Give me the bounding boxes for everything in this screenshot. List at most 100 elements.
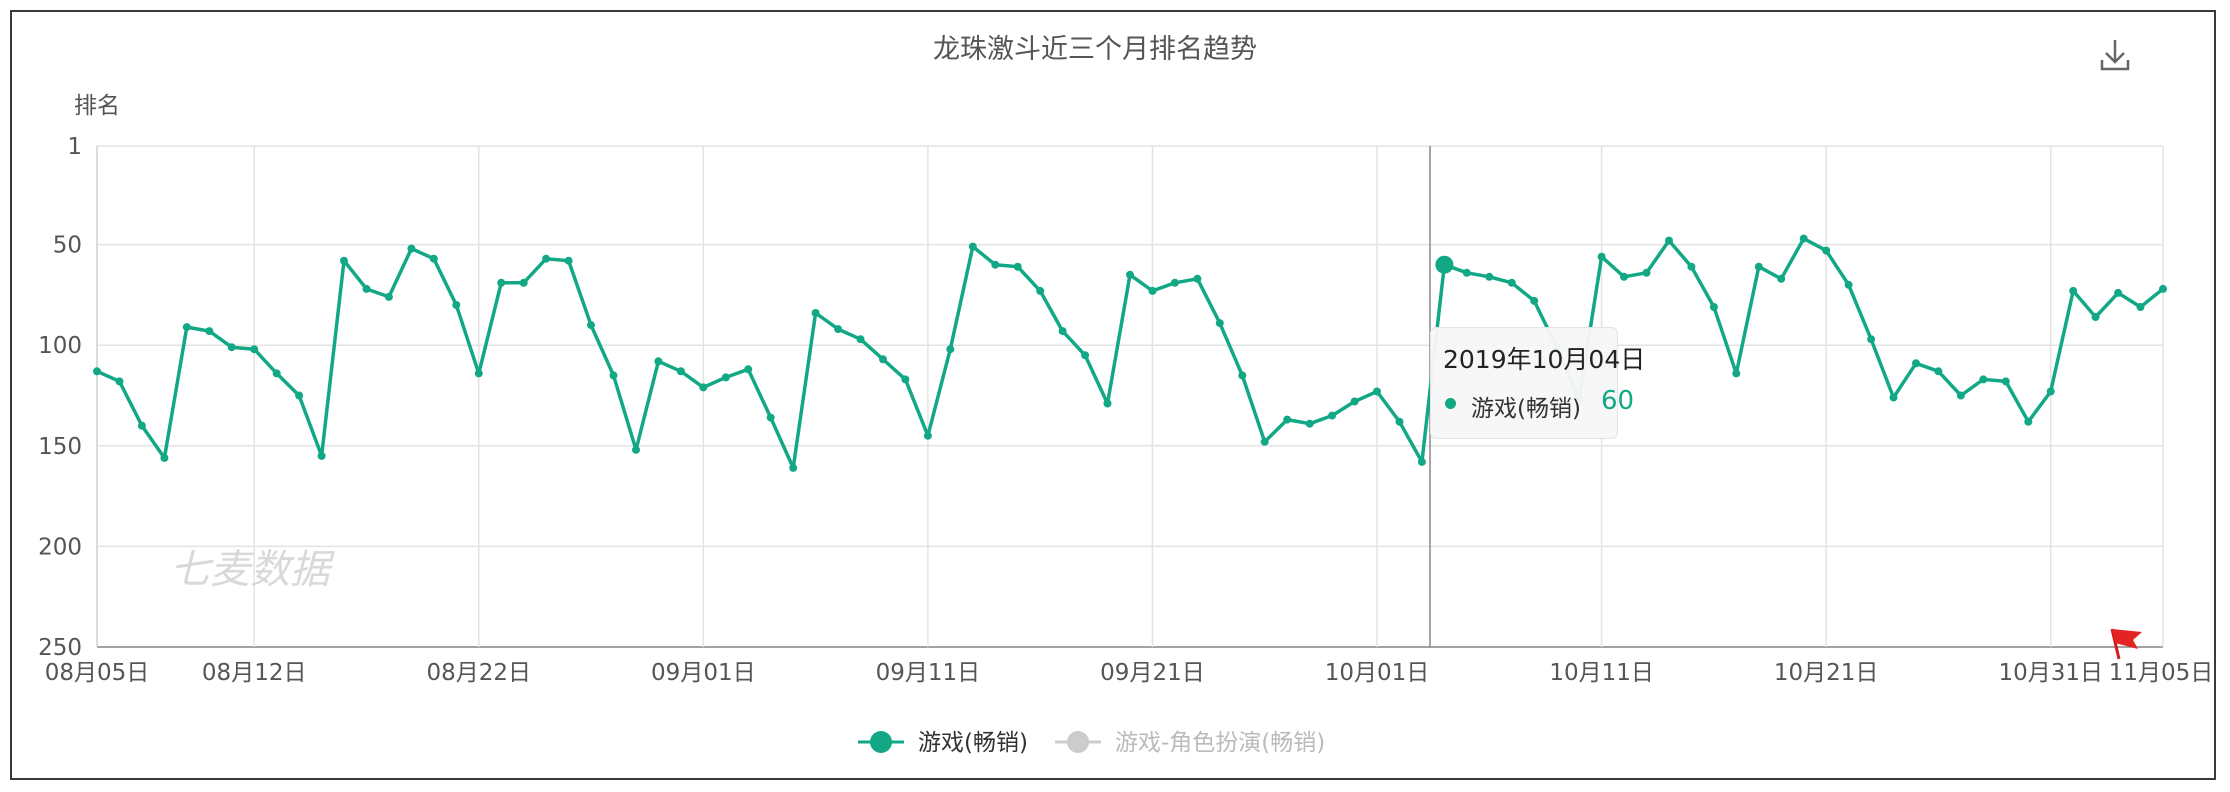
data-point[interactable]: [1754, 262, 1763, 271]
data-point[interactable]: [519, 278, 528, 287]
data-point[interactable]: [856, 335, 865, 344]
data-point[interactable]: [1395, 417, 1404, 426]
data-point[interactable]: [1350, 397, 1359, 406]
data-point[interactable]: [2069, 286, 2078, 295]
data-point[interactable]: [2136, 303, 2145, 311]
data-point[interactable]: [429, 254, 438, 263]
chart-title: 龙珠激斗近三个月排名趋势: [933, 34, 1257, 65]
data-point[interactable]: [2001, 377, 2010, 386]
data-point[interactable]: [1215, 319, 1224, 328]
data-point[interactable]: [1777, 274, 1786, 283]
data-point[interactable]: [1507, 278, 1516, 287]
data-point[interactable]: [632, 445, 640, 454]
data-point[interactable]: [1328, 411, 1337, 420]
data-point[interactable]: [160, 453, 169, 462]
data-point[interactable]: [1732, 369, 1741, 378]
data-point[interactable]: [272, 369, 281, 378]
data-point[interactable]: [1373, 387, 1381, 396]
data-point[interactable]: [1103, 399, 1112, 408]
data-point[interactable]: [93, 367, 101, 376]
data-point[interactable]: [879, 355, 887, 364]
data-point[interactable]: [1665, 236, 1673, 245]
data-point[interactable]: [1620, 272, 1628, 281]
data-point[interactable]: [699, 383, 708, 392]
data-point[interactable]: [474, 369, 483, 378]
data-point[interactable]: [1867, 335, 1876, 344]
data-point[interactable]: [362, 284, 371, 293]
data-point[interactable]: [295, 391, 304, 400]
data-point[interactable]: [542, 254, 551, 263]
data-point[interactable]: [1956, 391, 1965, 400]
data-point[interactable]: [2024, 417, 2033, 426]
legend-label: 游戏-角色扮演(畅销): [1115, 730, 1325, 756]
data-point[interactable]: [182, 323, 191, 332]
data-point[interactable]: [1148, 286, 1157, 295]
data-point[interactable]: [1238, 371, 1247, 380]
y-tick-label: 200: [38, 534, 82, 560]
data-point[interactable]: [1709, 303, 1718, 311]
data-point[interactable]: [564, 256, 573, 265]
data-point[interactable]: [1799, 234, 1808, 243]
data-point[interactable]: [811, 309, 820, 317]
data-point[interactable]: [901, 375, 910, 384]
data-point[interactable]: [1013, 262, 1022, 271]
legend-item[interactable]: 游戏-角色扮演(畅销): [1055, 730, 1325, 756]
data-point[interactable]: [1912, 359, 1920, 368]
data-point[interactable]: [1822, 246, 1831, 255]
flag-icon[interactable]: [2110, 628, 2142, 660]
data-point[interactable]: [676, 367, 685, 376]
data-point[interactable]: [923, 431, 932, 440]
data-point[interactable]: [1058, 327, 1067, 336]
data-point[interactable]: [744, 365, 753, 374]
data-point[interactable]: [1126, 270, 1134, 279]
data-point[interactable]: [1283, 415, 1292, 424]
data-point[interactable]: [2159, 284, 2167, 293]
data-point[interactable]: [1462, 268, 1471, 277]
data-point[interactable]: [789, 463, 798, 472]
data-point[interactable]: [452, 301, 461, 309]
x-tick-label: 09月11日: [876, 660, 981, 686]
data-point[interactable]: [1170, 278, 1179, 287]
data-point[interactable]: [2091, 313, 2100, 321]
data-point[interactable]: [137, 421, 146, 430]
data-point[interactable]: [1260, 437, 1269, 446]
y-tick-label: 1: [67, 134, 82, 160]
data-point[interactable]: [340, 256, 348, 265]
legend-item[interactable]: 游戏(畅销): [858, 730, 1028, 756]
data-point[interactable]: [1036, 286, 1045, 295]
data-point[interactable]: [609, 371, 618, 380]
data-point[interactable]: [766, 413, 775, 422]
data-point[interactable]: [587, 321, 595, 330]
data-point[interactable]: [834, 325, 843, 334]
data-point[interactable]: [1642, 268, 1651, 277]
data-point[interactable]: [968, 242, 977, 251]
data-point[interactable]: [2046, 387, 2055, 396]
data-point[interactable]: [227, 343, 236, 352]
data-point[interactable]: [317, 451, 326, 460]
data-point[interactable]: [115, 377, 124, 386]
data-point[interactable]: [991, 260, 1000, 269]
data-point[interactable]: [1417, 457, 1426, 466]
data-point[interactable]: [1934, 367, 1943, 376]
data-point[interactable]: [250, 345, 259, 354]
data-point[interactable]: [1530, 296, 1539, 305]
download-icon[interactable]: [2100, 40, 2130, 71]
data-point[interactable]: [1485, 272, 1494, 281]
data-point[interactable]: [1889, 393, 1898, 402]
data-point[interactable]: [946, 345, 955, 354]
data-point[interactable]: [1597, 252, 1606, 261]
data-point[interactable]: [497, 278, 506, 287]
data-point[interactable]: [654, 357, 663, 366]
data-point[interactable]: [1081, 351, 1090, 360]
data-point[interactable]: [205, 327, 214, 336]
data-point[interactable]: [1687, 262, 1696, 271]
highlighted-data-point[interactable]: [1435, 255, 1454, 274]
data-point[interactable]: [384, 292, 393, 301]
data-point[interactable]: [1305, 419, 1314, 428]
data-point[interactable]: [1979, 375, 1988, 384]
data-point[interactable]: [1844, 280, 1853, 289]
data-point[interactable]: [721, 373, 730, 382]
data-point[interactable]: [1193, 274, 1202, 283]
data-point[interactable]: [2114, 288, 2123, 297]
data-point[interactable]: [407, 244, 416, 253]
